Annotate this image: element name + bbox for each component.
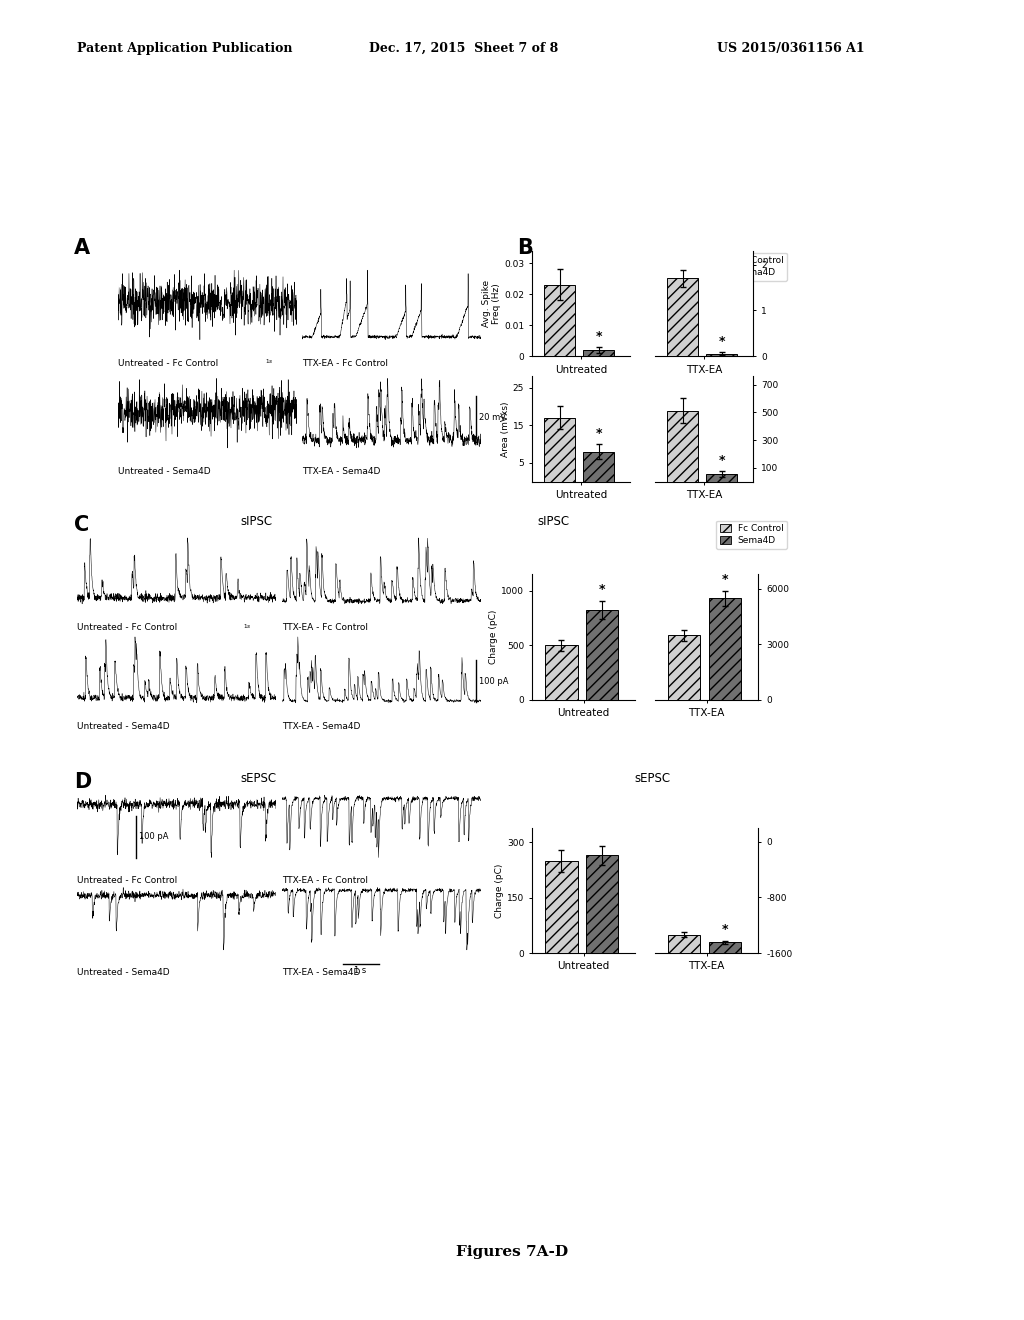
- Text: Untreated - Sema4D: Untreated - Sema4D: [77, 722, 169, 731]
- Bar: [544, 285, 575, 356]
- Bar: [667, 411, 698, 482]
- Bar: [668, 635, 700, 700]
- Text: *: *: [595, 330, 602, 343]
- Text: sEPSC: sEPSC: [635, 772, 671, 785]
- Text: 100 pA: 100 pA: [139, 833, 169, 841]
- Text: sEPSC: sEPSC: [241, 772, 276, 785]
- Text: sIPSC: sIPSC: [538, 515, 569, 528]
- Text: Patent Application Publication: Patent Application Publication: [77, 42, 292, 55]
- Bar: [668, 935, 700, 953]
- Text: *: *: [718, 335, 725, 348]
- Text: Untreated - Fc Control: Untreated - Fc Control: [77, 875, 177, 884]
- Bar: [667, 279, 698, 356]
- Legend: Fc Control, Sema4D: Fc Control, Sema4D: [716, 252, 787, 281]
- Text: *: *: [722, 923, 728, 936]
- Text: US 2015/0361156 A1: US 2015/0361156 A1: [717, 42, 864, 55]
- Text: *: *: [722, 573, 728, 586]
- Bar: [709, 598, 741, 700]
- Text: Dec. 17, 2015  Sheet 7 of 8: Dec. 17, 2015 Sheet 7 of 8: [369, 42, 558, 55]
- Text: D: D: [74, 772, 91, 792]
- Bar: [583, 350, 614, 356]
- Text: sIPSC: sIPSC: [241, 515, 272, 528]
- Text: A: A: [74, 238, 90, 257]
- Text: C: C: [74, 515, 89, 535]
- Text: TTX-EA - Fc Control: TTX-EA - Fc Control: [282, 875, 368, 884]
- Text: 100 pA: 100 pA: [479, 677, 509, 685]
- Bar: [545, 861, 578, 953]
- Text: TTX-EA - Fc Control: TTX-EA - Fc Control: [282, 623, 368, 632]
- Text: Figures 7A-D: Figures 7A-D: [456, 1245, 568, 1259]
- Bar: [545, 645, 578, 700]
- Bar: [706, 474, 737, 482]
- Text: *: *: [718, 454, 725, 467]
- Text: Untreated - Fc Control: Untreated - Fc Control: [77, 623, 177, 632]
- Text: $^{1s}$: $^{1s}$: [264, 359, 273, 367]
- Bar: [706, 354, 737, 356]
- Legend: Fc Control, Sema4D: Fc Control, Sema4D: [716, 520, 787, 549]
- Bar: [544, 417, 575, 482]
- Bar: [586, 855, 618, 953]
- Bar: [586, 610, 618, 700]
- Text: Untreated - Sema4D: Untreated - Sema4D: [77, 968, 169, 977]
- Text: $^{1s}$: $^{1s}$: [243, 623, 251, 632]
- Y-axis label: Area (mVxs): Area (mVxs): [501, 401, 510, 457]
- Text: TTX-EA - Sema4D: TTX-EA - Sema4D: [282, 722, 360, 731]
- Text: *: *: [599, 583, 605, 597]
- Text: *: *: [595, 426, 602, 440]
- Text: 20 mV: 20 mV: [479, 413, 506, 421]
- Text: Untreated - Fc Control: Untreated - Fc Control: [118, 359, 218, 367]
- Y-axis label: Charge (pC): Charge (pC): [489, 610, 499, 664]
- Bar: [709, 942, 741, 953]
- Text: TTX-EA - Sema4D: TTX-EA - Sema4D: [302, 467, 381, 475]
- Text: Untreated - Sema4D: Untreated - Sema4D: [118, 467, 210, 475]
- Text: TTX-EA - Sema4D: TTX-EA - Sema4D: [282, 968, 360, 977]
- Y-axis label: Charge (pC): Charge (pC): [496, 863, 504, 917]
- Text: TTX-EA - Fc Control: TTX-EA - Fc Control: [302, 359, 388, 367]
- Text: B: B: [517, 238, 534, 257]
- Y-axis label: Avg. Spike
Freq (Hz): Avg. Spike Freq (Hz): [482, 280, 501, 327]
- Bar: [583, 451, 614, 482]
- Text: 1 s: 1 s: [354, 966, 367, 975]
